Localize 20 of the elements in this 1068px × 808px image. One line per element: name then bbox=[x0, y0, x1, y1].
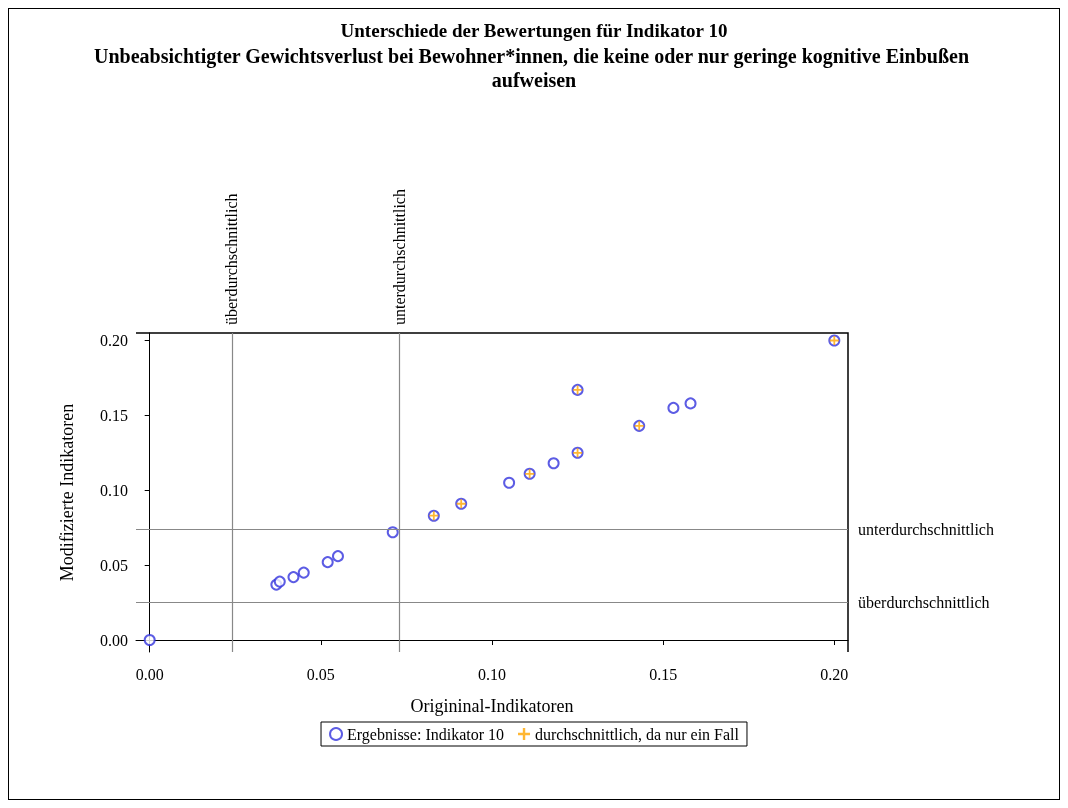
y-tick-label: 0.00 bbox=[100, 631, 128, 649]
legend-label: Ergebnisse: Indikator 10 bbox=[347, 725, 505, 744]
x-tick-label: 0.20 bbox=[820, 665, 849, 683]
y-tick-label: 0.15 bbox=[100, 406, 128, 424]
x-tick-label: 0.00 bbox=[135, 665, 164, 683]
y-axis-title: Modifizierte Indikatoren bbox=[57, 403, 77, 582]
y-tick-label: 0.10 bbox=[100, 481, 128, 499]
ref-line-label: unterdurchschnittlich bbox=[858, 520, 994, 538]
chart-title: Unterschiede der Bewertungen für Indikator 10 bbox=[340, 20, 728, 41]
y-tick-label: 0.05 bbox=[100, 556, 128, 574]
ref-line-label: überdurchschnittlich bbox=[858, 594, 990, 612]
legend-label: durchschnittlich, da nur ein Fall bbox=[535, 725, 740, 743]
x-tick-label: 0.10 bbox=[478, 665, 506, 683]
x-tick-label: 0.15 bbox=[649, 665, 678, 683]
ref-line-label: unterdurchschnittlich bbox=[391, 189, 409, 325]
ref-line-label: überdurchschnittlich bbox=[223, 193, 241, 325]
x-tick-label: 0.05 bbox=[306, 665, 335, 683]
y-tick-label: 0.20 bbox=[100, 331, 128, 349]
chart-subtitle: Unbeabsichtigter Gewichtsverlust bei Bewohner*innen, die keine oder nur geringe kognitive Einbußen aufweisen bbox=[93, 45, 975, 91]
x-axis-title: Origininal-Indikatoren bbox=[410, 696, 574, 716]
